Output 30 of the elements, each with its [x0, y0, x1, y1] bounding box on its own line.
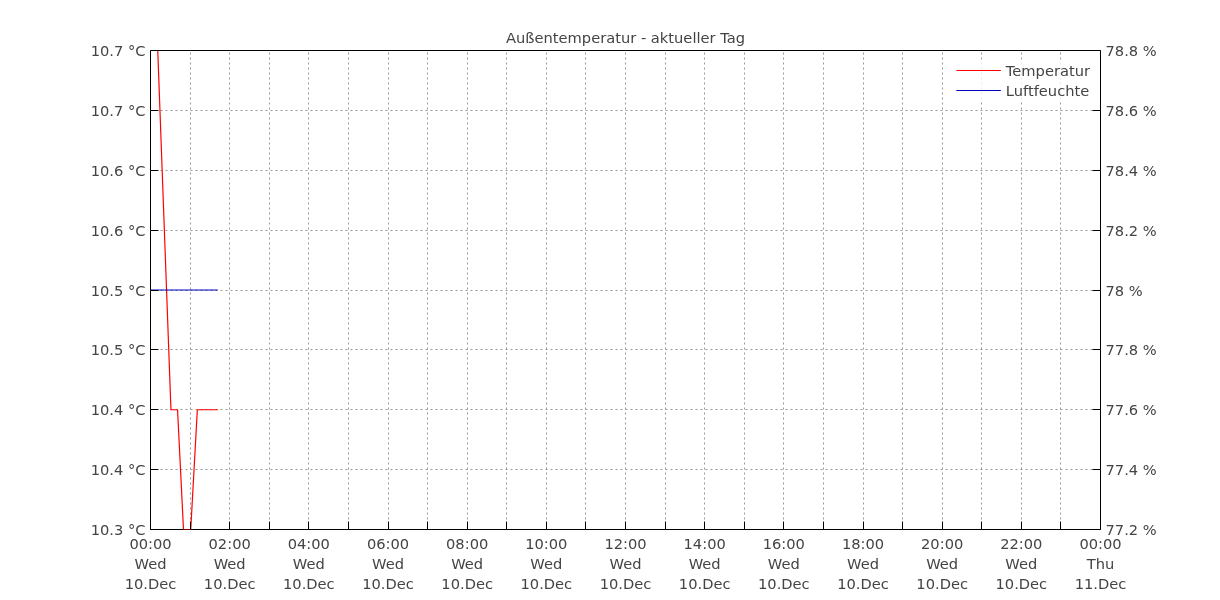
y2-tick-label: 77.6 % [1105, 401, 1157, 419]
x-tick-label: 04:00 Wed 10.Dec [283, 534, 335, 593]
x-tick-label: 12:00 Wed 10.Dec [599, 534, 652, 593]
x-tick-label: 08:00 Wed 10.Dec [441, 534, 493, 593]
y-tick-label: 10.6 °C [90, 161, 146, 179]
x-tick-label: 18:00 Wed 10.Dec [837, 534, 889, 593]
y-tick-label: 10.4 °C [90, 461, 146, 479]
legend-label: Temperatur [1005, 61, 1090, 79]
x-tick-label: 06:00 Wed 10.Dec [362, 534, 414, 593]
chart-title: Außentemperatur - aktueller Tag [505, 28, 746, 46]
y2-tick-label: 78 % [1105, 281, 1143, 299]
x-tick-label: 20:00 Wed 10.Dec [916, 534, 968, 593]
y2-tick-label: 77.4 % [1105, 461, 1157, 479]
x-tick-label: 14:00 Wed 10.Dec [678, 534, 731, 593]
y2-tick-label: 78.6 % [1105, 101, 1157, 119]
y-tick-label: 10.5 °C [90, 281, 146, 299]
y-tick-label: 10.7 °C [90, 42, 146, 59]
y2-tick-label: 77.8 % [1105, 341, 1157, 359]
legend-label: Luftfeuchte [1005, 81, 1090, 99]
y-tick-label: 10.4 °C [90, 401, 146, 419]
x-tick-label: 10:00 Wed 10.Dec [520, 534, 573, 593]
y2-tick-label: 78.4 % [1105, 161, 1157, 179]
y-tick-label: 10.6 °C [90, 221, 146, 239]
y2-tick-label: 78.8 % [1105, 42, 1157, 59]
y-tick-label: 10.7 °C [90, 101, 146, 119]
y-tick-label: 10.5 °C [90, 341, 146, 359]
x-tick-label: 16:00 Wed 10.Dec [758, 534, 810, 593]
x-tick-label: 22:00 Wed 10.Dec [995, 534, 1048, 593]
x-tick-label: 02:00 Wed 10.Dec [203, 534, 256, 593]
y2-tick-label: 78.2 % [1105, 221, 1157, 239]
